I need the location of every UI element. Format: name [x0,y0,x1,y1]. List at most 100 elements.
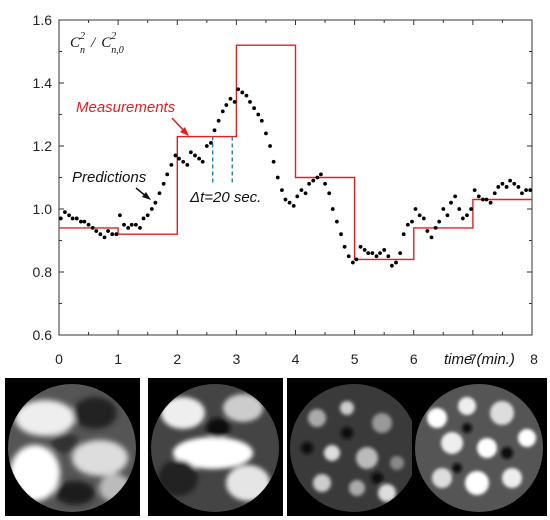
prediction-point [346,254,351,259]
prediction-point [374,254,379,259]
prediction-point [268,144,272,148]
prediction-point [303,191,308,196]
prediction-point [512,181,517,186]
y-tick-label: 1.4 [33,75,53,91]
prediction-point [386,254,391,259]
prediction-point [323,181,327,186]
prediction-point [378,251,382,256]
y-axis: 0.6 0.8 1.0 1.2 1.4 1.6 [33,12,532,343]
prediction-point [457,207,462,211]
prediction-point [382,248,387,252]
prediction-point [264,131,268,136]
x-axis-label: time (min.) [444,351,515,368]
x-tick-label: 8 [530,351,538,367]
prediction-point [185,163,190,167]
prediction-point [110,232,115,237]
prediction-point [209,140,213,145]
prediction-point [122,222,126,227]
prediction-point [421,216,426,221]
x-tick-label: 2 [173,351,181,367]
prediction-point [362,248,367,252]
y-axis-label: C2 n / C2 n,0 [70,31,124,56]
prediction-point [315,175,320,180]
x-tick-label: 4 [292,351,300,367]
prediction-point [240,90,245,95]
x-tick-label: 1 [114,351,122,367]
prediction-point [429,235,434,240]
phase-screen-4 [412,378,547,516]
prediction-point [366,251,371,256]
prediction-point [197,156,202,161]
prediction-point [204,144,209,148]
prediction-point [460,216,465,221]
prediction-point [244,93,249,98]
prediction-point [334,219,339,224]
prediction-point [465,213,469,218]
ylabel-num: C [70,35,81,51]
prediction-point [256,112,261,117]
prediction-point [287,200,292,205]
prediction-point [283,197,288,202]
prediction-point [165,172,170,177]
prediction-point [500,181,505,186]
prediction-point [295,194,300,199]
prediction-point [193,153,197,158]
ylabel-num-sup: 2 [80,31,85,42]
prediction-point [181,159,186,164]
prediction-point [401,232,406,237]
prediction-point [437,219,442,224]
prediction-point [307,181,311,186]
phase-screen-1 [5,378,140,516]
prediction-point [358,244,363,249]
prediction-point [449,200,453,205]
prediction-point [528,188,533,193]
prediction-point [67,213,71,218]
prediction-point [58,216,63,221]
prediction-point [212,128,217,133]
prediction-point [133,222,138,227]
prediction-point [173,153,178,158]
prediction-point [354,257,359,262]
measurements-label: Measurements [76,99,176,116]
prediction-point [520,191,524,196]
prediction-point [114,232,119,237]
measurements-step-line [59,44,532,261]
prediction-point [476,194,481,199]
y-tick-label: 1.6 [33,12,53,28]
prediction-point [484,197,489,202]
prediction-point [472,188,477,193]
prediction-point [129,222,134,227]
phase-screen-2 [148,378,283,516]
prediction-point [311,178,316,183]
phase-screen-4-image [412,378,547,516]
prediction-point [63,210,67,215]
prediction-point [220,109,225,114]
prediction-point [524,188,528,193]
phase-screen-3-image [287,378,422,516]
prediction-point [161,181,166,186]
prediction-point [441,207,446,211]
phase-screen-2-image [148,378,283,516]
ylabel-den-sup: 2 [111,31,116,42]
prediction-point [106,229,110,233]
prediction-point [433,226,438,230]
prediction-point [138,226,142,230]
x-tick-label: 6 [410,351,418,367]
prediction-point [153,200,158,205]
predictions-label: Predictions [72,169,147,186]
prediction-point [291,203,296,208]
prediction-point [78,219,83,224]
y-tick-label: 0.6 [33,327,53,343]
ylabel-den: C [101,35,112,51]
prediction-point [398,251,403,256]
prediction-point [141,216,146,221]
prediction-point [70,216,75,221]
prediction-point [169,163,174,167]
prediction-point [496,185,501,189]
predictions-series [58,87,533,268]
prediction-point [117,213,122,218]
prediction-point [370,251,375,256]
x-axis: 0 1 2 3 4 5 6 7 8 [55,20,538,367]
x-tick-label: 3 [232,351,240,367]
